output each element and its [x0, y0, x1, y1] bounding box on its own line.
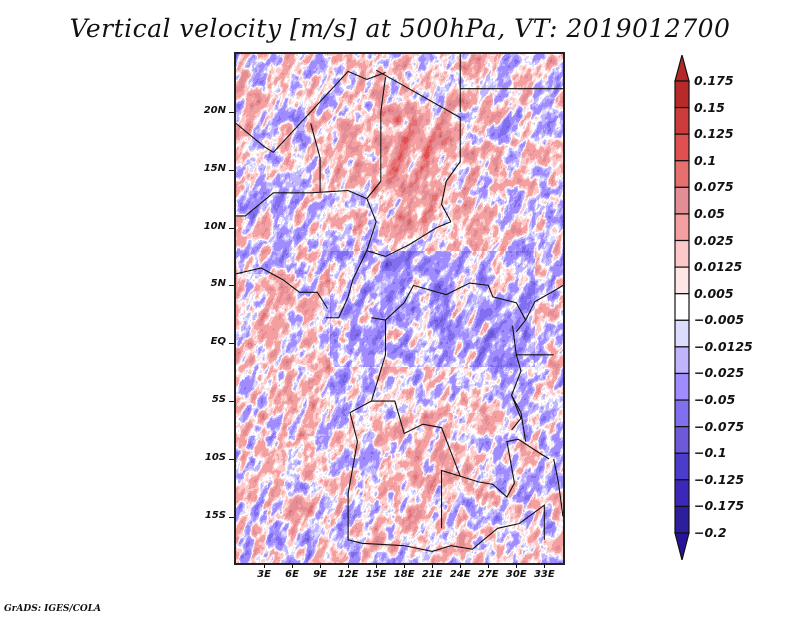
- x-tick-mark: [320, 563, 322, 568]
- country-border-line: [511, 354, 527, 442]
- country-border-line: [371, 282, 527, 332]
- colorbar-label: −0.1: [694, 445, 727, 461]
- colorbar-label: −0.075: [694, 418, 745, 434]
- colorbar-swatch: [674, 505, 690, 534]
- colorbar-label: −0.175: [694, 498, 745, 514]
- x-tick-mark: [292, 563, 294, 568]
- colorbar-swatch: [674, 293, 690, 321]
- y-tick-mark: [229, 516, 234, 518]
- x-tick-mark: [488, 563, 490, 568]
- x-tick-label: 18E: [393, 569, 415, 580]
- country-border-line: [525, 284, 563, 321]
- x-tick-mark: [516, 563, 518, 568]
- colorbar-swatch: [674, 106, 690, 135]
- map-plot-area: [236, 54, 563, 563]
- x-tick-mark: [264, 563, 266, 568]
- colorbar-label: −0.025: [694, 365, 745, 381]
- colorbar-bottom-arrow: [674, 532, 690, 560]
- colorbar-label: −0.05: [694, 392, 736, 408]
- colorbar-label: −0.005: [694, 312, 745, 328]
- y-tick-mark: [229, 458, 234, 460]
- y-tick-label: 10N: [203, 220, 226, 232]
- colorbar: [674, 55, 690, 560]
- colorbar-swatch: [674, 452, 690, 481]
- x-tick-mark: [432, 563, 434, 568]
- colorbar-label: 0.15: [694, 99, 725, 115]
- country-borders: [236, 54, 563, 552]
- country-border-line: [236, 267, 329, 309]
- country-border-line: [366, 77, 452, 258]
- colorbar-swatch: [674, 426, 690, 454]
- x-tick-label: 21E: [421, 569, 443, 580]
- country-border-line: [371, 400, 462, 529]
- colorbar-label: −0.125: [694, 471, 745, 487]
- country-border-line: [375, 69, 461, 222]
- x-tick-label: 9E: [313, 569, 327, 580]
- colorbar-swatch: [674, 186, 690, 215]
- y-tick-label: 15S: [204, 509, 226, 521]
- country-border-line: [450, 504, 545, 550]
- colorbar-label: −0.2: [694, 525, 727, 540]
- y-tick-mark: [229, 227, 234, 229]
- country-border-line: [512, 325, 554, 356]
- country-border-line: [236, 189, 368, 217]
- x-tick-label: 15E: [365, 569, 387, 580]
- colorbar-swatch: [674, 479, 690, 508]
- colorbar-swatch: [674, 213, 690, 242]
- colorbar-swatch: [674, 319, 690, 348]
- y-tick-label: 5N: [210, 278, 226, 290]
- y-tick-label: 10S: [204, 451, 226, 463]
- x-tick-mark: [404, 563, 406, 568]
- colorbar-swatch: [674, 160, 690, 188]
- x-tick-label: 3E: [257, 569, 271, 580]
- colorbar-label: 0.0125: [694, 259, 743, 275]
- colorbar-label: 0.025: [694, 232, 734, 248]
- colorbar-label: 0.05: [694, 205, 725, 221]
- x-tick-label: 24E: [449, 569, 471, 580]
- chart-title: Vertical velocity [m/s] at 500hPa, VT: 2…: [69, 14, 731, 43]
- colorbar-label: 0.1: [694, 152, 717, 168]
- x-tick-label: 33E: [533, 569, 555, 580]
- colorbar-swatch: [674, 133, 690, 162]
- colorbar-label: 0.075: [694, 179, 734, 195]
- colorbar-top-arrow: [674, 55, 690, 82]
- x-tick-mark: [544, 563, 546, 568]
- country-border-line: [310, 123, 321, 193]
- colorbar-label: 0.005: [694, 285, 734, 301]
- colorbar-swatch: [674, 399, 690, 428]
- y-tick-mark: [229, 111, 234, 113]
- colorbar-label: 0.125: [694, 126, 734, 142]
- x-tick-label: 30E: [505, 569, 527, 580]
- y-tick-mark: [229, 285, 234, 287]
- colorbar-swatch: [674, 346, 690, 375]
- colorbar-swatch: [674, 266, 690, 295]
- x-tick-mark: [348, 563, 350, 568]
- y-tick-label: 15N: [203, 162, 226, 174]
- vertical-velocity-field: [236, 54, 563, 563]
- country-border-line: [347, 320, 452, 552]
- x-tick-label: 6E: [285, 569, 299, 580]
- grads-credit: GrADS: IGES/COLA: [4, 604, 102, 614]
- x-tick-label: 27E: [477, 569, 499, 580]
- colorbar-label: 0.175: [694, 73, 734, 88]
- y-tick-label: 5S: [211, 394, 226, 406]
- country-border-line: [460, 438, 550, 498]
- country-border-line: [553, 458, 563, 517]
- y-tick-mark: [229, 169, 234, 171]
- y-tick-label: 20N: [203, 104, 226, 116]
- country-border-line: [236, 70, 386, 154]
- colorbar-swatch: [674, 239, 690, 268]
- colorbar-label: −0.0125: [694, 338, 753, 354]
- x-tick-mark: [460, 563, 462, 568]
- x-tick-mark: [376, 563, 378, 568]
- y-tick-label: EQ: [210, 336, 226, 348]
- colorbar-swatch: [674, 372, 690, 401]
- y-tick-mark: [229, 343, 234, 345]
- x-tick-label: 12E: [337, 569, 359, 580]
- country-border-line: [325, 250, 368, 319]
- country-border-line: [511, 395, 522, 431]
- y-tick-mark: [229, 401, 234, 403]
- colorbar-swatch: [674, 80, 690, 109]
